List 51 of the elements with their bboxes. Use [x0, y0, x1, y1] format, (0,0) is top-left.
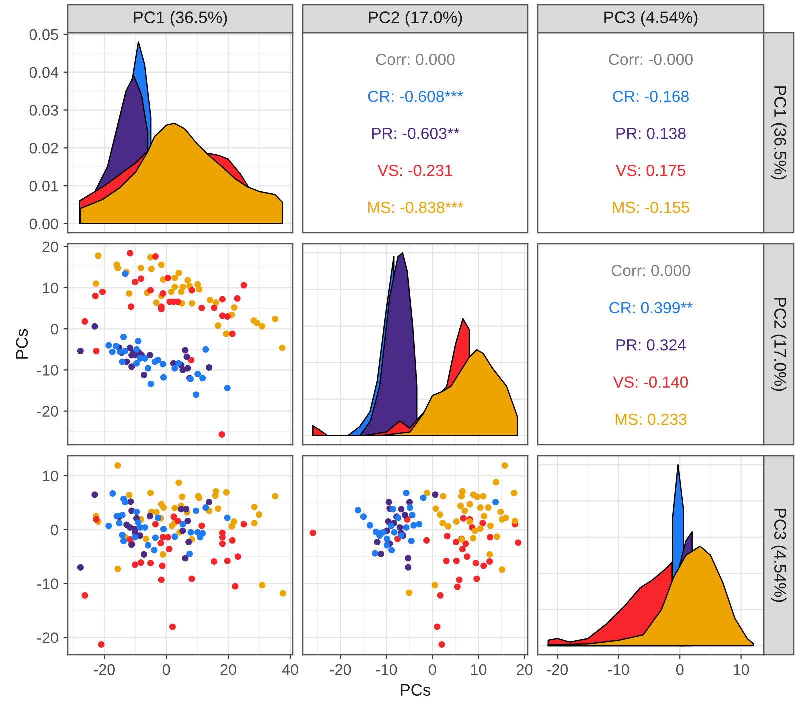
x-tick-label: -20 — [94, 664, 116, 676]
text: PC2 (17.0%) — [369, 11, 462, 27]
y-tick-label: -20 — [38, 632, 58, 644]
x-tick-label: 10 — [734, 664, 750, 676]
y-tick-label: 0 — [51, 524, 58, 536]
x-axis-title: PCs — [401, 684, 431, 696]
x-tick-label: 0 — [676, 664, 684, 676]
chart-title: PC1 (36.5%) — [134, 11, 228, 27]
text: PR: -0.603** — [372, 128, 460, 140]
y-tick-label: 0.03 — [30, 105, 58, 116]
text: Corr: -0.000 — [609, 54, 693, 66]
y-tick-label: 20 — [42, 242, 58, 253]
text: PR: 0.138 — [616, 128, 686, 140]
y-tick-label: 0.05 — [30, 29, 58, 40]
text: PR: 0.324 — [616, 339, 686, 351]
text: CR: 0.399** — [610, 302, 693, 314]
y-tick-label: -20 — [38, 406, 58, 417]
x-tick-label: 0 — [162, 664, 170, 676]
text: PC1 (36.5%) — [771, 86, 787, 180]
x-tick-label: 20 — [220, 664, 236, 676]
y-tick-label: 10 — [43, 470, 58, 482]
y-tick-label: 0.04 — [30, 67, 59, 78]
text: PC3 (4.54%) — [604, 11, 698, 27]
x-tick-label: 10 — [471, 664, 487, 676]
y-tick-label: 0.01 — [30, 180, 58, 192]
y-tick-label: 0.02 — [30, 143, 58, 154]
text: VS: -0.140 — [613, 376, 688, 388]
y-tick-label: 0 — [51, 324, 58, 335]
x-tick-label: -10 — [608, 664, 630, 676]
x-tick-label: 20 — [517, 664, 533, 676]
x-tick-label: -20 — [330, 664, 352, 676]
text: MS: -0.838*** — [368, 202, 464, 214]
text: VS: 0.175 — [616, 164, 686, 176]
x-tick-label: -20 — [547, 664, 568, 676]
text: PC2 (17.0%) — [771, 298, 787, 392]
text: MS: 0.233 — [616, 414, 687, 426]
y2-axis-title: PC3 (4.54%) — [771, 509, 787, 602]
text: Corr: 0.000 — [376, 54, 455, 66]
text: CR: -0.168 — [613, 90, 689, 102]
text: VS: -0.231 — [378, 164, 452, 176]
y-tick-label: -10 — [38, 365, 58, 376]
x-tick-label: -10 — [376, 664, 398, 676]
x-tick-label: 0 — [429, 664, 436, 676]
x-tick-label: 40 — [282, 664, 298, 676]
y-tick-label: -10 — [38, 578, 58, 590]
text: CR: -0.608*** — [368, 90, 464, 102]
y-tick-label: 10 — [43, 282, 58, 294]
text: MS: -0.155 — [613, 202, 690, 214]
text: Corr: 0.000 — [612, 265, 690, 276]
y-axis-title: PCs — [16, 329, 28, 359]
y-tick-label: 0.00 — [30, 218, 58, 230]
